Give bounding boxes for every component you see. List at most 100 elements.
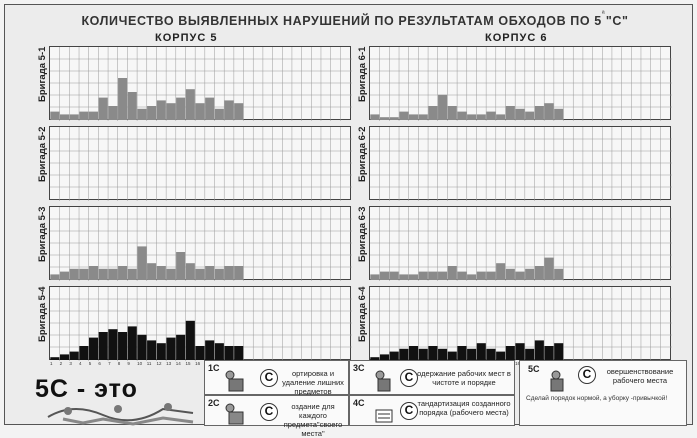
bar	[370, 274, 380, 280]
bar	[50, 274, 60, 280]
bar	[534, 266, 544, 280]
chart-бригада-6-2	[369, 126, 672, 201]
step-4-number: 4С	[353, 398, 365, 408]
tick-label: 14	[175, 361, 181, 366]
bar	[69, 114, 79, 120]
tick-label: 16	[195, 361, 201, 366]
bar	[515, 271, 525, 280]
step-3-text: одержание рабочих мест в чистоте и поряд…	[417, 369, 511, 387]
bar	[89, 337, 99, 360]
chart-бригада-6-1	[369, 46, 672, 121]
bar	[127, 92, 137, 120]
workers-illustration-icon	[47, 403, 194, 426]
bar	[98, 97, 108, 120]
bar	[166, 103, 176, 120]
page-title: КОЛИЧЕСТВО ВЫЯВЛЕННЫХ НАРУШЕНИЙ ПО РЕЗУЛ…	[81, 14, 629, 28]
bar	[166, 268, 176, 280]
chart-svg	[370, 207, 672, 281]
bar	[185, 89, 195, 120]
building-5-heading: КОРПУС 5	[155, 32, 218, 44]
bar	[118, 78, 128, 120]
bar	[176, 252, 186, 280]
bar	[79, 111, 89, 120]
tick-label: 11	[146, 361, 152, 366]
bar	[399, 348, 409, 360]
bar	[50, 357, 60, 360]
bar	[370, 357, 380, 360]
bar	[379, 271, 390, 280]
bar	[195, 103, 205, 120]
bar	[89, 266, 99, 280]
tick-label: 9	[127, 361, 130, 366]
tick-label: 15	[185, 361, 191, 366]
step-3-number: 3С	[353, 363, 365, 373]
motto-note: Сделай порядок нормой, а уборку -привычк…	[526, 395, 668, 402]
bar	[370, 114, 380, 120]
bar	[438, 94, 448, 120]
building-6-heading: КОРПУС 6	[485, 32, 548, 44]
series-name-label: Бригада 5-3	[37, 206, 48, 262]
series-name-label: Бригада 6-1	[357, 46, 368, 102]
tick-label: 12	[156, 361, 162, 366]
chart-svg	[50, 47, 352, 121]
step-5-number: 5С	[528, 364, 540, 374]
chart-бригада-5-2	[49, 126, 352, 201]
bar	[195, 268, 205, 280]
bar	[554, 268, 564, 280]
chart-svg	[50, 287, 352, 361]
bar	[486, 111, 496, 120]
step-4-panel: 4С С тандартизация созданного порядка (р…	[349, 395, 515, 426]
bar	[147, 340, 157, 360]
bar	[156, 343, 166, 360]
bar	[554, 343, 564, 360]
bar	[467, 274, 477, 280]
step-2-panel: 2С С оздание для каждого предмета"своего…	[204, 395, 349, 438]
bar	[166, 337, 176, 360]
bar	[447, 351, 457, 360]
tick-label: 8	[117, 361, 121, 366]
bar	[224, 346, 234, 360]
bar	[496, 351, 506, 360]
step-5-letter: С	[578, 366, 596, 384]
bar	[457, 271, 467, 280]
chart-бригада-5-4	[49, 286, 352, 361]
tick-label: 7	[108, 361, 111, 366]
tick-label: 6	[98, 361, 101, 366]
bar	[224, 266, 234, 280]
bar	[234, 266, 244, 280]
bar	[214, 108, 224, 120]
step-1-number: 1С	[208, 363, 220, 373]
bar	[438, 348, 448, 360]
bar	[137, 246, 147, 280]
bar	[438, 271, 448, 280]
step-1-text: ортировка и удаление лишних предметов	[282, 369, 344, 396]
bar	[428, 271, 438, 280]
bar	[379, 117, 390, 120]
bar	[59, 271, 70, 280]
series-name-label: Бригада 6-2	[357, 126, 368, 182]
bar	[534, 340, 544, 360]
bar	[59, 354, 70, 360]
bar	[205, 266, 215, 280]
series-name-label: Бригада 6-4	[357, 286, 368, 342]
bar	[399, 111, 409, 120]
bar	[389, 351, 399, 360]
bar	[554, 108, 564, 120]
bar	[50, 111, 60, 120]
bar	[467, 114, 477, 120]
bar	[108, 106, 118, 120]
bar	[98, 268, 108, 280]
bar	[98, 332, 108, 360]
step-2-text: оздание для каждого предмета"своего мест…	[283, 402, 343, 438]
chart-svg	[370, 287, 672, 361]
bar	[447, 106, 457, 120]
bar	[89, 111, 99, 120]
bar	[418, 114, 428, 120]
bar	[428, 346, 438, 360]
bar	[476, 343, 486, 360]
bar	[505, 346, 515, 360]
step-4-text: тандартизация созданного порядка (рабоче…	[417, 399, 511, 417]
tick-label: 4	[79, 361, 82, 366]
improvement-icon	[550, 370, 564, 392]
chart-бригада-6-4	[369, 286, 672, 361]
